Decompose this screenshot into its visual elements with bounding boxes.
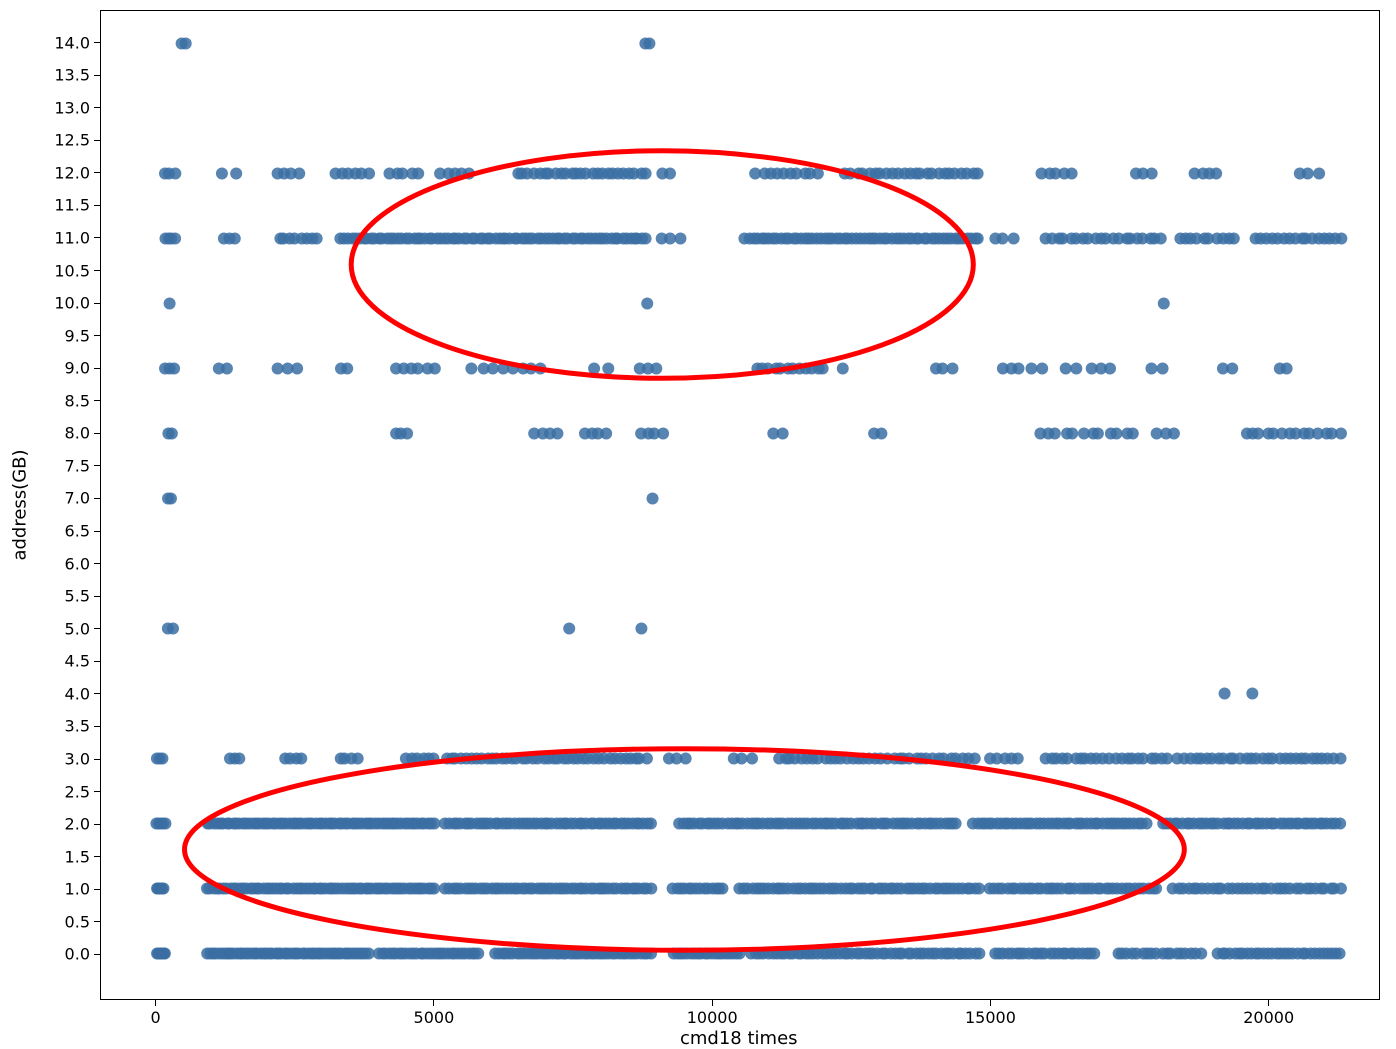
ytick-mark — [94, 205, 100, 206]
ytick-label: 7.5 — [65, 456, 90, 475]
ytick-mark — [94, 172, 100, 173]
ytick-mark — [94, 270, 100, 271]
x-axis-label: cmd18 times — [680, 1028, 798, 1049]
ytick-mark — [94, 498, 100, 499]
ytick-mark — [94, 791, 100, 792]
ytick-label: 12.5 — [54, 131, 90, 150]
scatter-layer — [101, 11, 1379, 999]
ytick-mark — [94, 563, 100, 564]
ytick-label: 10.0 — [54, 294, 90, 313]
ytick-mark — [94, 921, 100, 922]
xtick-mark — [1268, 1000, 1269, 1006]
ytick-mark — [94, 368, 100, 369]
ytick-label: 1.0 — [65, 880, 90, 899]
ytick-label: 9.5 — [65, 326, 90, 345]
ytick-mark — [94, 433, 100, 434]
ytick-mark — [94, 824, 100, 825]
ytick-mark — [94, 75, 100, 76]
ytick-mark — [94, 107, 100, 108]
xtick-label: 0 — [151, 1008, 161, 1027]
ytick-mark — [94, 628, 100, 629]
ytick-label: 8.5 — [65, 391, 90, 410]
ytick-label: 14.0 — [54, 33, 90, 52]
ytick-mark — [94, 856, 100, 857]
plot-area — [100, 10, 1380, 1000]
ytick-label: 2.5 — [65, 782, 90, 801]
ytick-label: 6.0 — [65, 554, 90, 573]
ytick-mark — [94, 661, 100, 662]
ytick-mark — [94, 693, 100, 694]
ytick-label: 0.0 — [65, 945, 90, 964]
ytick-mark — [94, 140, 100, 141]
ytick-label: 8.0 — [65, 424, 90, 443]
xtick-label: 5000 — [414, 1008, 455, 1027]
ytick-label: 11.0 — [54, 228, 90, 247]
ytick-mark — [94, 759, 100, 760]
ytick-label: 3.0 — [65, 750, 90, 769]
ytick-mark — [94, 42, 100, 43]
ytick-label: 5.0 — [65, 619, 90, 638]
ytick-mark — [94, 400, 100, 401]
ytick-label: 11.5 — [54, 196, 90, 215]
xtick-label: 10000 — [687, 1008, 738, 1027]
ytick-label: 12.0 — [54, 163, 90, 182]
ytick-label: 5.5 — [65, 587, 90, 606]
ytick-label: 0.5 — [65, 912, 90, 931]
xtick-mark — [990, 1000, 991, 1006]
ytick-mark — [94, 889, 100, 890]
ytick-label: 4.0 — [65, 684, 90, 703]
ytick-label: 3.5 — [65, 717, 90, 736]
ytick-label: 10.5 — [54, 261, 90, 280]
ytick-label: 9.0 — [65, 359, 90, 378]
figure: address(GB) cmd18 times 0.0 0.5 1.0 1.5 2.0 2… — [0, 0, 1396, 1049]
ytick-label: 7.0 — [65, 489, 90, 508]
ytick-mark — [94, 335, 100, 336]
ytick-label: 1.5 — [65, 847, 90, 866]
ytick-label: 4.5 — [65, 652, 90, 671]
ytick-mark — [94, 954, 100, 955]
ytick-mark — [94, 465, 100, 466]
ytick-mark — [94, 596, 100, 597]
xtick-mark — [712, 1000, 713, 1006]
ytick-mark — [94, 237, 100, 238]
ytick-label: 2.0 — [65, 815, 90, 834]
ytick-mark — [94, 303, 100, 304]
ytick-label: 13.0 — [54, 98, 90, 117]
y-axis-label: address(GB) — [10, 449, 31, 560]
xtick-mark — [433, 1000, 434, 1006]
ytick-mark — [94, 531, 100, 532]
ytick-mark — [94, 726, 100, 727]
xtick-label: 15000 — [965, 1008, 1016, 1027]
ytick-label: 13.5 — [54, 66, 90, 85]
xtick-label: 20000 — [1243, 1008, 1294, 1027]
xtick-mark — [155, 1000, 156, 1006]
ytick-label: 6.5 — [65, 522, 90, 541]
